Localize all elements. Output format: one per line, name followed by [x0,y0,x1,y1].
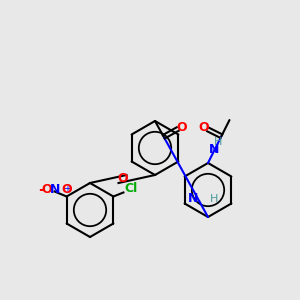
Text: N: N [208,143,219,156]
Text: O: O [117,172,128,185]
Text: O: O [176,121,187,134]
Text: +: + [63,184,70,194]
Text: O: O [41,183,52,196]
Text: H: H [214,137,223,147]
Text: O: O [61,183,72,196]
Text: Cl: Cl [125,182,138,195]
Text: -: - [38,182,45,197]
Text: H: H [210,194,218,204]
Text: N: N [50,183,60,196]
Text: N: N [188,192,198,205]
Text: O: O [198,121,209,134]
